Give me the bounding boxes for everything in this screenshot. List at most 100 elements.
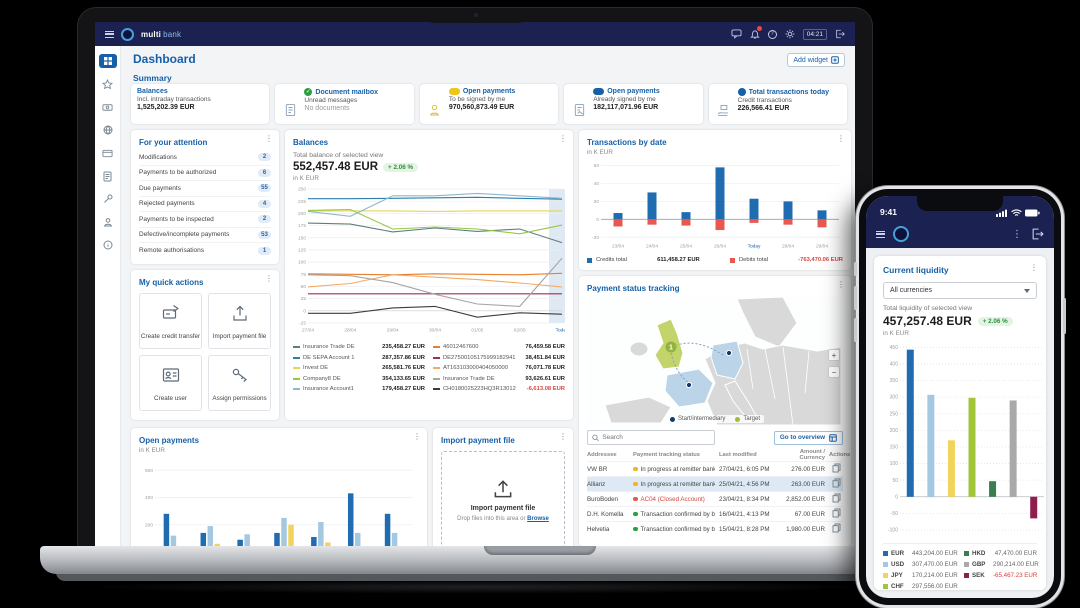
kebab-icon[interactable]: ⋮ [265, 274, 273, 283]
summary-card[interactable]: Open payments To be signed by me 970,560,8… [419, 84, 559, 124]
summary-card[interactable]: Total transactions today Credit transacti… [708, 84, 848, 124]
sidebar-item-payments[interactable] [99, 100, 117, 114]
file-dropzone[interactable]: Import payment file Drop files into this… [441, 451, 565, 546]
kebab-icon[interactable]: ⋮ [559, 432, 567, 441]
phone-kebab-icon[interactable]: ⋮ [1012, 228, 1022, 240]
attention-item-label: Payments to be authorized [139, 169, 217, 177]
attention-item[interactable]: Due payments 55 [139, 181, 271, 197]
liquidity-amount: 457,257.48 EUR [883, 314, 972, 328]
phone-volume-down [854, 318, 857, 342]
sidebar-item-accounts[interactable] [99, 146, 117, 160]
search-input[interactable] [602, 434, 710, 441]
quick-action-tile[interactable]: Create credit transfer [139, 293, 202, 349]
summary-card[interactable]: Open payments Already signed by me 182,117… [564, 84, 703, 124]
sidebar-item-documents[interactable] [99, 169, 117, 183]
y-tick: 25 [301, 296, 307, 302]
attention-item[interactable]: Remote authorisations 1 [139, 243, 271, 259]
quick-action-tile[interactable]: Create user [139, 355, 202, 411]
attention-item[interactable]: Rejected payments 4 [139, 197, 271, 212]
status-dot [633, 481, 638, 487]
attention-item[interactable]: Payments to be authorized 6 [139, 166, 271, 181]
legend-item: CHF 297,556.00 EUR [883, 581, 958, 592]
attention-item[interactable]: Payments to be inspected 2 [139, 212, 271, 228]
sidebar-item-favorites[interactable] [99, 77, 117, 91]
signed-document-icon [570, 88, 588, 120]
sidebar-item-profile[interactable] [99, 215, 117, 229]
series-amount: 235,458.27 EUR [382, 344, 425, 351]
hand-transactions-icon [715, 88, 733, 120]
settings-icon[interactable] [785, 29, 795, 39]
y-tick: 0 [895, 494, 898, 500]
quick-action-tile[interactable]: Import payment file [208, 293, 271, 349]
table-row[interactable]: D.H. Komella Transaction confirmed by ban… [587, 506, 843, 521]
legend-target-label: Target [743, 416, 761, 422]
transactions-unit-label: in K EUR [587, 149, 613, 156]
laptop-base-grip [484, 546, 596, 555]
legend-item: EUR 443,204.00 EUR [883, 548, 958, 559]
person-icon [426, 88, 444, 120]
laptop-base-edge [56, 572, 896, 581]
help-icon[interactable]: ? [767, 29, 777, 39]
table-row[interactable]: VW BR In progress at remitter bank Cocoba… [587, 461, 843, 476]
row-action-icon[interactable] [829, 493, 843, 505]
kebab-icon[interactable]: ⋮ [413, 432, 421, 441]
logout-icon[interactable] [835, 29, 845, 39]
notifications-icon[interactable] [749, 26, 762, 39]
attention-item-label: Modifications [139, 153, 177, 161]
quick-action-tile[interactable]: Assign permissions [208, 355, 271, 411]
y-tick: 125 [298, 248, 306, 254]
map-zoom-out-button[interactable]: − [828, 366, 840, 378]
sidebar-item-dashboard[interactable] [98, 54, 117, 68]
laptop-camera-notch [425, 8, 527, 23]
sidebar-item-administration[interactable] [99, 192, 117, 206]
kebab-icon[interactable]: ⋮ [837, 134, 845, 143]
credits-total: 611,458.27 EUR [657, 257, 700, 263]
phone-menu-icon[interactable] [876, 230, 885, 238]
attention-count-badge: 53 [258, 230, 271, 239]
kebab-icon[interactable]: ⋮ [265, 134, 273, 143]
table-row[interactable]: Helvetia Transaction confirmed by bank Ra… [587, 521, 843, 536]
add-widget-button[interactable]: Add widget [787, 53, 845, 67]
row-action-icon[interactable] [829, 463, 843, 475]
phone-logout-icon[interactable] [1031, 228, 1044, 240]
map-point-germany [725, 349, 733, 357]
menu-icon[interactable] [105, 30, 114, 38]
quick-action-label: Assign permissions [212, 394, 267, 402]
series-amount: 93,626.61 EUR [525, 375, 565, 382]
attention-item[interactable]: Defective/incomplete payments 53 [139, 228, 271, 243]
kebab-icon[interactable]: ⋮ [559, 134, 567, 143]
table-row[interactable]: Allianz In progress at remitter bank Post… [587, 476, 843, 491]
debits-total: -763,470.06 EUR [798, 257, 843, 263]
summary-card[interactable]: ✓ Document mailbox Unread messages No docum… [275, 84, 414, 124]
browse-link[interactable]: Browse [527, 515, 549, 522]
summary-card-text: Balances Incl. intraday transactions 1,525… [137, 88, 263, 120]
kebab-icon[interactable]: ⋮ [837, 280, 845, 289]
chat-icon[interactable] [731, 29, 742, 39]
addressee-cell: VW BR [587, 465, 608, 473]
attention-item[interactable]: Modifications 2 [139, 150, 271, 166]
kebab-icon[interactable]: ⋮ [1030, 263, 1038, 272]
product-light: bank [163, 29, 182, 39]
add-widget-label: Add widget [793, 56, 828, 64]
series-amount: 179,458.27 EUR [382, 386, 425, 393]
y-tick: 50 [892, 478, 898, 484]
status-dot [633, 526, 638, 532]
x-tick: 29/04 [816, 244, 828, 250]
last-modified-cell: 16/04/21, 4:13 PM [719, 510, 770, 518]
row-action-icon[interactable] [829, 478, 843, 490]
summary-card[interactable]: Balances Incl. intraday transactions 1,525… [131, 84, 270, 124]
sidebar-item-international[interactable] [99, 123, 117, 137]
import-file-icon [230, 303, 250, 328]
series-swatch [293, 367, 300, 370]
sidebar-item-help[interactable] [99, 238, 117, 252]
table-row[interactable]: BuroBoden AC04 (Closed Account) 23/04/21, … [587, 491, 843, 506]
row-action-icon[interactable] [829, 508, 843, 520]
go-to-overview-button[interactable]: Go to overview [773, 430, 843, 445]
row-action-icon[interactable] [829, 523, 843, 535]
map-zoom-in-button[interactable]: + [828, 349, 840, 361]
currency-filter-select[interactable]: All currencies [883, 282, 1037, 299]
status-badge-icon: ✓ [304, 88, 313, 96]
assign-permissions-icon [230, 365, 250, 390]
status-badge-icon [448, 88, 460, 95]
map-cluster-count: 1 [669, 345, 673, 352]
